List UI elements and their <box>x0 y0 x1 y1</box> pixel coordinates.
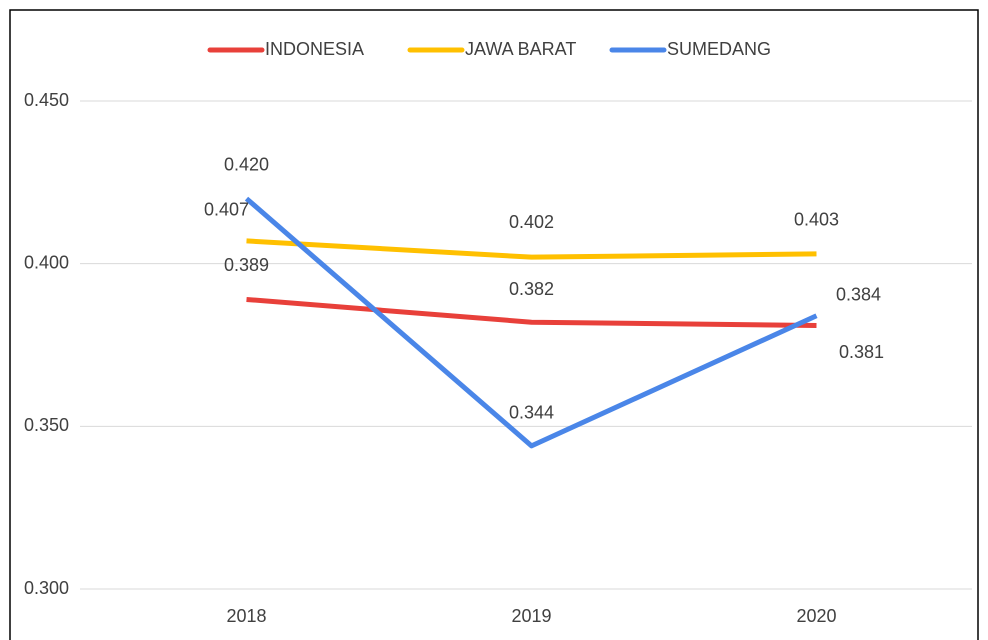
series-line <box>244 196 818 449</box>
x-tick-label: 2019 <box>511 606 551 626</box>
chart-border <box>9 9 979 640</box>
data-label: 0.389 <box>224 255 269 275</box>
legend-label: JAWA BARAT <box>465 39 576 59</box>
y-tick-label: 0.300 <box>24 578 69 598</box>
x-tick-label: 2020 <box>796 606 836 626</box>
y-tick-label: 0.400 <box>24 252 69 272</box>
data-label: 0.403 <box>794 210 839 230</box>
data-label: 0.402 <box>509 212 554 232</box>
series-line <box>246 296 817 328</box>
x-tick-label: 2018 <box>226 606 266 626</box>
data-label: 0.344 <box>509 403 554 423</box>
legend-label: INDONESIA <box>265 39 364 59</box>
data-label: 0.382 <box>509 279 554 299</box>
data-label: 0.407 <box>204 200 249 220</box>
data-label: 0.420 <box>224 154 269 174</box>
series-line <box>246 238 817 260</box>
y-tick-label: 0.450 <box>24 90 69 110</box>
data-label: 0.384 <box>836 284 881 304</box>
y-tick-label: 0.350 <box>24 415 69 435</box>
legend-label: SUMEDANG <box>667 39 771 59</box>
data-label: 0.381 <box>839 342 884 362</box>
